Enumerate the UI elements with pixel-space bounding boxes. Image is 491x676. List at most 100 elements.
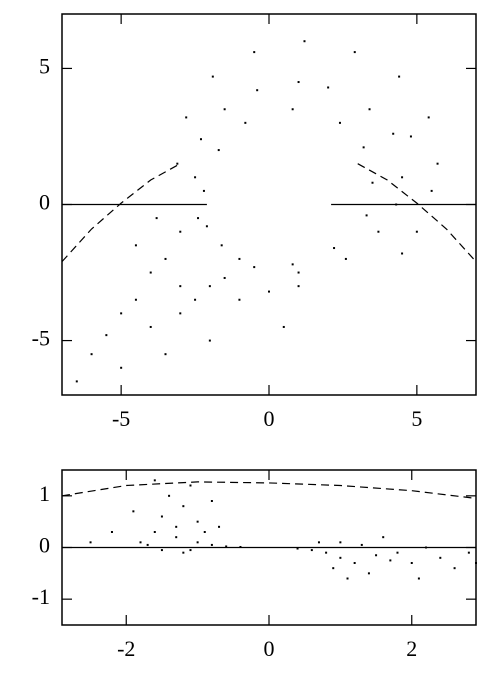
point (310, 549, 313, 552)
point (153, 479, 156, 482)
point (333, 247, 336, 250)
point (317, 541, 320, 544)
point (223, 108, 226, 111)
point (139, 541, 142, 544)
point (189, 549, 192, 552)
point (210, 500, 213, 502)
point (396, 551, 399, 554)
point (168, 494, 171, 497)
x-tick-label: -2 (117, 636, 135, 661)
y-tick-label: 0 (39, 190, 50, 215)
x-tick-label: 0 (264, 636, 275, 661)
point (164, 353, 167, 356)
point (223, 276, 226, 279)
point (196, 541, 199, 544)
point (362, 146, 365, 149)
point (238, 298, 241, 301)
point (105, 334, 108, 337)
point (203, 531, 206, 533)
point (368, 108, 371, 111)
point (253, 266, 256, 269)
point (382, 536, 385, 539)
point (282, 325, 285, 328)
point (297, 271, 300, 274)
point (339, 556, 342, 559)
point (182, 505, 185, 508)
point (392, 132, 395, 135)
point (220, 244, 223, 247)
point (146, 543, 149, 546)
point (410, 562, 413, 564)
point (90, 353, 93, 356)
point (194, 298, 197, 301)
dashed-curve (61, 481, 477, 500)
point (389, 559, 392, 562)
point (194, 176, 197, 179)
point (176, 162, 179, 165)
point (398, 75, 401, 78)
x-tick-label: 0 (264, 406, 275, 431)
point (439, 556, 442, 559)
point (164, 257, 167, 260)
point (467, 551, 470, 554)
point (225, 545, 228, 548)
point (339, 541, 342, 544)
point (296, 547, 299, 550)
point (415, 230, 418, 233)
point (208, 285, 211, 288)
point (353, 51, 356, 54)
point (244, 121, 247, 124)
point (291, 108, 294, 111)
point (211, 75, 214, 78)
point (120, 312, 123, 315)
point (149, 271, 152, 274)
point (360, 543, 363, 546)
x-tick-label: -5 (112, 406, 130, 431)
point (353, 562, 356, 564)
point (202, 189, 205, 192)
point (344, 257, 347, 260)
point (210, 543, 213, 546)
point (199, 138, 202, 141)
point (375, 554, 378, 557)
point (367, 572, 370, 575)
point (417, 577, 420, 580)
point (377, 230, 380, 233)
point (134, 298, 137, 301)
point (196, 520, 199, 523)
dashed-curve (61, 163, 477, 263)
point (256, 89, 259, 92)
point (325, 551, 328, 554)
x-tick-label: 5 (411, 406, 422, 431)
point (332, 567, 335, 570)
point (401, 252, 404, 255)
point (365, 214, 368, 217)
point (427, 116, 430, 119)
point (453, 567, 456, 570)
point (338, 121, 341, 124)
point (297, 285, 300, 288)
point (179, 312, 182, 315)
point (134, 244, 137, 247)
point (75, 380, 78, 383)
point (303, 40, 306, 43)
point (182, 551, 185, 554)
point (436, 162, 439, 165)
point (175, 536, 178, 539)
point (110, 531, 113, 533)
point (238, 257, 241, 260)
point (268, 290, 270, 293)
point (346, 577, 349, 580)
point (153, 531, 156, 533)
point (189, 484, 192, 487)
y-tick-label: 0 (39, 533, 50, 558)
point (175, 525, 178, 528)
point (218, 525, 221, 528)
point (197, 217, 200, 220)
point (132, 510, 135, 513)
point (185, 116, 188, 119)
point (253, 51, 256, 54)
point (401, 176, 404, 179)
point (160, 549, 163, 552)
